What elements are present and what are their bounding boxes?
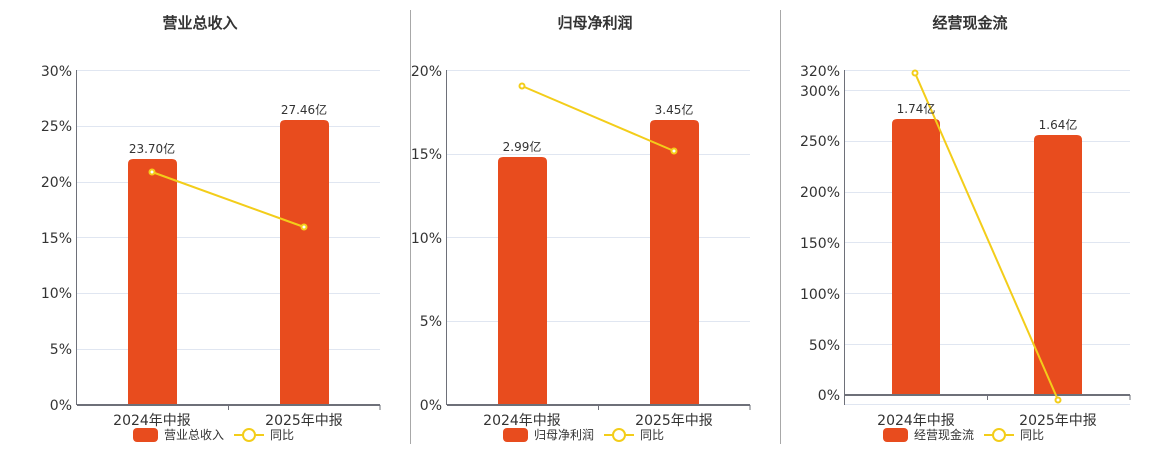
legend-line-swatch[interactable]: [234, 427, 265, 442]
svg-text:300%: 300%: [800, 84, 840, 100]
chart-panel-revenue: 营业总收入 0% 5% 10% 15% 20% 25%: [0, 0, 410, 450]
grid-lines: [447, 70, 750, 322]
svg-text:30%: 30%: [41, 64, 72, 80]
svg-text:1.74亿: 1.74亿: [897, 101, 936, 116]
svg-text:150%: 150%: [800, 236, 840, 252]
legend-bar-swatch[interactable]: [133, 427, 158, 442]
grid-lines: [844, 70, 1130, 405]
svg-text:0%: 0%: [818, 388, 840, 404]
legend-line-swatch[interactable]: [984, 427, 1015, 442]
y-tick-labels: 0% 5% 10% 15% 20% 25% 30%: [41, 64, 72, 414]
svg-text:2024年中报: 2024年中报: [877, 413, 955, 429]
svg-text:20%: 20%: [411, 64, 442, 80]
svg-text:20%: 20%: [41, 175, 72, 191]
chart-legend: 营业总收入 同比: [133, 426, 294, 443]
legend-line-swatch[interactable]: [604, 427, 635, 442]
svg-text:10%: 10%: [41, 286, 72, 302]
legend-line-label[interactable]: 同比: [1020, 428, 1045, 442]
svg-text:10%: 10%: [411, 231, 442, 247]
legend-bar-label[interactable]: 归母净利润: [534, 428, 595, 442]
svg-text:5%: 5%: [420, 314, 442, 330]
svg-text:0%: 0%: [420, 398, 442, 414]
svg-text:25%: 25%: [41, 119, 72, 135]
legend-bar-label[interactable]: 经营现金流: [914, 428, 975, 442]
chart-panel-net-profit: 归母净利润 0% 5% 10% 15% 20% 2024年中报 2025年中报 …: [410, 0, 780, 450]
yoy-point[interactable]: [1054, 396, 1062, 404]
svg-text:23.70亿: 23.70亿: [129, 141, 175, 156]
bar-2024[interactable]: [892, 119, 940, 395]
chart-plot: 0% 50% 100% 150% 200% 250% 300% 320% 202…: [800, 64, 1131, 429]
bar-value-labels: 2.99亿 3.45亿: [503, 102, 694, 154]
svg-text:2025年中报: 2025年中报: [635, 413, 713, 429]
svg-text:15%: 15%: [411, 147, 442, 163]
yoy-line: [521, 85, 675, 152]
svg-text:320%: 320%: [800, 64, 840, 80]
chart-title: 营业总收入: [162, 14, 238, 32]
svg-text:1.64亿: 1.64亿: [1039, 117, 1078, 132]
svg-text:50%: 50%: [809, 338, 840, 354]
svg-text:2025年中报: 2025年中报: [1019, 413, 1097, 429]
x-tick-labels: 2024年中报 2025年中报: [113, 413, 343, 429]
bar-2024[interactable]: [128, 159, 177, 405]
legend-line-label[interactable]: 同比: [270, 428, 295, 442]
yoy-line: [151, 171, 305, 228]
svg-text:15%: 15%: [41, 231, 72, 247]
grid-lines: [77, 70, 380, 350]
svg-text:100%: 100%: [800, 287, 840, 303]
bar-2025[interactable]: [650, 120, 699, 405]
svg-text:2024年中报: 2024年中报: [483, 413, 561, 429]
yoy-line: [914, 72, 1059, 401]
panel-divider: [780, 10, 781, 444]
y-tick-labels: 0% 5% 10% 15% 20%: [411, 64, 442, 414]
bar-2025[interactable]: [280, 120, 329, 405]
yoy-point[interactable]: [670, 147, 678, 155]
bar-value-labels: 1.74亿 1.64亿: [897, 101, 1078, 132]
svg-text:5%: 5%: [50, 342, 72, 358]
panel-divider: [410, 10, 411, 444]
chart-title: 经营现金流: [932, 14, 1008, 32]
svg-text:250%: 250%: [800, 134, 840, 150]
bar-2025[interactable]: [1034, 135, 1082, 395]
legend-bar-label[interactable]: 营业总收入: [164, 428, 225, 442]
yoy-point[interactable]: [911, 69, 919, 77]
chart-plot: 0% 5% 10% 15% 20% 2024年中报 2025年中报 2.99亿 …: [411, 64, 751, 429]
yoy-point[interactable]: [518, 82, 526, 90]
svg-text:27.46亿: 27.46亿: [281, 102, 327, 117]
svg-text:2024年中报: 2024年中报: [113, 413, 191, 429]
legend-bar-swatch[interactable]: [883, 427, 908, 442]
bar-value-labels: 23.70亿 27.46亿: [129, 102, 327, 156]
chart-plot: 0% 5% 10% 15% 20% 25% 30% 2024年中报 2025年中…: [41, 64, 381, 429]
chart-title: 归母净利润: [557, 14, 633, 32]
chart-legend: 经营现金流 同比: [883, 426, 1044, 443]
svg-text:2.99亿: 2.99亿: [503, 139, 542, 154]
legend-line-label[interactable]: 同比: [640, 428, 665, 442]
chart-panel-operating-cash-flow: 经营现金流 0% 50% 100% 150% 200% 250% 300%: [780, 0, 1160, 450]
svg-text:2025年中报: 2025年中报: [265, 413, 343, 429]
chart-legend: 归母净利润 同比: [503, 426, 664, 443]
legend-bar-swatch[interactable]: [503, 427, 528, 442]
svg-text:0%: 0%: [50, 398, 72, 414]
yoy-point[interactable]: [300, 223, 308, 231]
svg-text:3.45亿: 3.45亿: [655, 102, 694, 117]
y-tick-labels: 0% 50% 100% 150% 200% 250% 300% 320%: [800, 64, 840, 404]
x-tick-labels: 2024年中报 2025年中报: [483, 413, 713, 429]
svg-text:200%: 200%: [800, 185, 840, 201]
x-tick-labels: 2024年中报 2025年中报: [877, 413, 1097, 429]
yoy-point[interactable]: [148, 168, 156, 176]
bar-2024[interactable]: [498, 157, 547, 405]
